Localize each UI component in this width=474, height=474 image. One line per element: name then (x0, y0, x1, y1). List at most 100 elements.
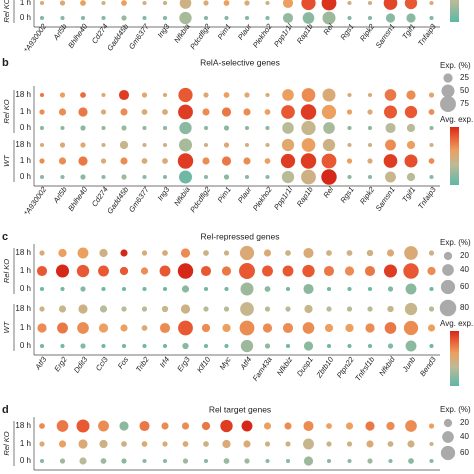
x-tick-label: Gm6377 (127, 21, 151, 50)
dot (428, 158, 435, 164)
size-legend-label: 80 (460, 303, 469, 312)
x-tick-label: Nfkbia (172, 22, 192, 45)
x-tick-label: Ripk2 (358, 184, 377, 206)
x-tick-label: Arl5b (51, 22, 69, 42)
dot (120, 324, 128, 332)
panel-title: Rel-repressed genes (201, 231, 280, 241)
dot (202, 157, 210, 165)
x-tick-label: Samsn1 (374, 22, 397, 50)
size-legend-label: 25 (460, 73, 469, 82)
dot (100, 458, 107, 464)
dot (139, 420, 150, 432)
size-legend-label: 75 (460, 99, 469, 108)
size-legend-dot (442, 264, 454, 276)
size-legend-label: 20 (460, 251, 469, 260)
dot (285, 458, 291, 464)
row-label: 1 h (20, 107, 31, 116)
dot (429, 286, 434, 292)
dot (223, 250, 230, 256)
dot (121, 343, 127, 349)
dot (80, 343, 86, 349)
x-tick-label: Plaur (236, 22, 254, 42)
dot (203, 142, 209, 148)
dot (221, 107, 232, 117)
group-label: Rel KO (2, 99, 11, 123)
dot (222, 439, 231, 449)
panel-title: Rel target genes (209, 404, 271, 414)
dot (285, 441, 291, 447)
dot (243, 157, 251, 165)
dot (121, 125, 127, 131)
dot (39, 458, 45, 464)
dot (282, 122, 294, 134)
dot (285, 250, 291, 256)
dot (282, 89, 294, 101)
color-legend-title: Avg. exp. (440, 319, 473, 328)
dot (58, 157, 67, 165)
dot (39, 423, 45, 429)
dot (262, 265, 273, 277)
dot (282, 322, 294, 334)
dot (346, 306, 353, 312)
size-legend-label: 20 (460, 418, 469, 427)
dot (142, 15, 147, 21)
dot (101, 15, 106, 21)
group-label: Rel KO (2, 0, 11, 23)
x-tick-label: Pdcdflg2 (188, 21, 213, 51)
dot (285, 306, 291, 312)
x-tick-label: Fos (116, 355, 131, 371)
dot (99, 305, 108, 313)
dot (367, 458, 373, 464)
dot (80, 174, 86, 180)
dot (118, 89, 130, 101)
dot (178, 170, 193, 184)
dot (365, 421, 375, 431)
group-label: Rel KO (2, 431, 11, 455)
dot (56, 420, 69, 432)
x-tick-label: Cd274 (90, 22, 110, 45)
dot (427, 266, 436, 276)
dot (141, 306, 148, 312)
dot (37, 323, 47, 333)
dot (162, 142, 168, 148)
dot (366, 249, 374, 257)
dot (244, 0, 250, 6)
dot (162, 92, 168, 98)
dot (161, 422, 169, 430)
size-legend-label: 40 (460, 265, 469, 274)
dot (162, 0, 168, 6)
row-label: 18 h (15, 421, 31, 430)
dot (281, 105, 295, 119)
x-tick-label: Tgif1 (400, 22, 417, 41)
dot (347, 343, 352, 349)
dot (383, 105, 398, 119)
dot (406, 13, 416, 23)
dot (303, 247, 314, 259)
dot (77, 247, 89, 259)
dot (326, 250, 332, 256)
dot (406, 140, 416, 150)
dot (404, 302, 418, 316)
dot (300, 104, 317, 120)
dot (387, 441, 394, 447)
dot (244, 125, 250, 131)
dot (59, 458, 66, 464)
dot (301, 88, 316, 102)
dot (429, 125, 434, 131)
dot (39, 250, 45, 256)
dot (203, 458, 209, 464)
dot (323, 265, 335, 277)
dot (346, 158, 353, 164)
dot (119, 421, 129, 431)
dot (39, 125, 45, 131)
dot (403, 263, 419, 279)
dot (367, 306, 373, 312)
dot (200, 265, 212, 277)
dot (101, 174, 106, 180)
dot (405, 340, 417, 352)
dot (322, 11, 336, 25)
x-tick-label: Pim1 (216, 22, 233, 41)
dot (326, 423, 332, 429)
